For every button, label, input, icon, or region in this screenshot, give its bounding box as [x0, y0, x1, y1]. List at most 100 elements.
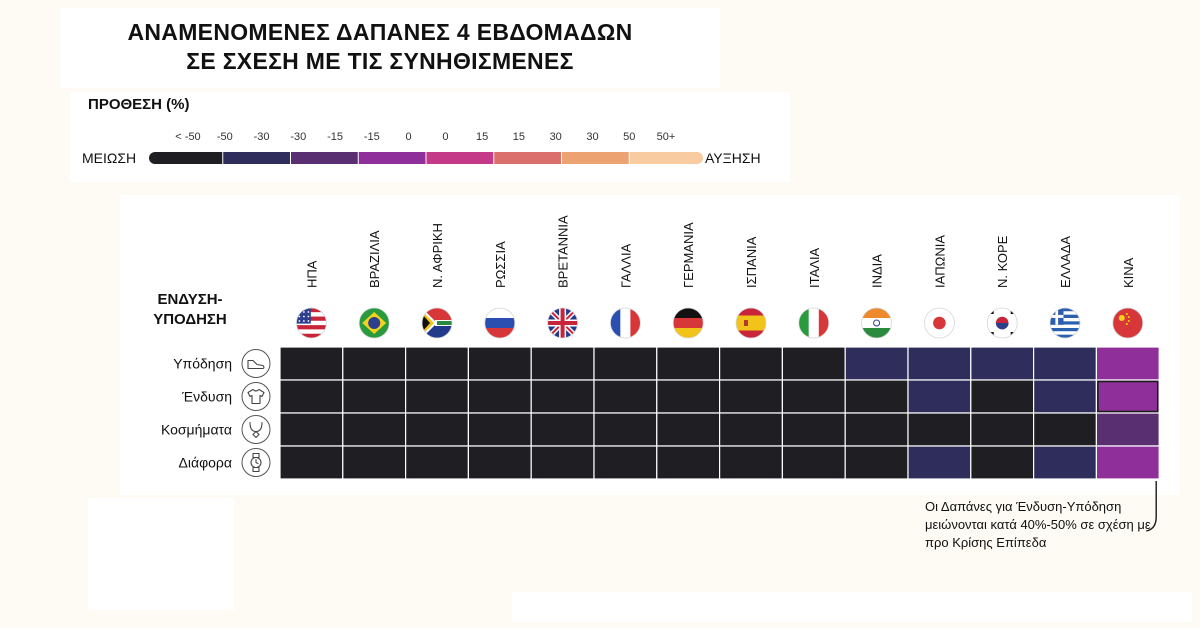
- flag-fr-icon: [610, 307, 641, 339]
- heatmap-cell: [530, 445, 595, 480]
- heatmap-cell: [844, 379, 909, 414]
- legend-tick-label: -30: [290, 131, 306, 143]
- heatmap-cell: [970, 412, 1035, 447]
- heatmap-cell: [907, 346, 972, 381]
- flag-us-icon: [295, 307, 327, 339]
- heatmap-cell: [718, 445, 783, 480]
- legend-bin: [561, 152, 630, 164]
- column-label: ΙΤΑΛΙΑ: [807, 247, 822, 288]
- chart-title-line-2: ΣΕ ΣΧΕΣΗ ΜΕ ΤΙΣ ΣΥΝΗΘΙΣΜΕΝΕΣ: [186, 48, 574, 74]
- row-label: Υπόδηση: [173, 356, 232, 372]
- heatmap-cell: [718, 346, 783, 381]
- legend-bin: [426, 152, 495, 164]
- heatmap-cell: [781, 445, 846, 480]
- legend-tick-label: -30: [254, 131, 270, 143]
- flag-kr-icon: [986, 307, 1018, 339]
- heatmap-cell: [530, 412, 595, 447]
- legend-tick-label: 15: [513, 131, 525, 143]
- legend-tick-label: 30: [550, 131, 562, 143]
- footer-panel-left: [88, 498, 234, 610]
- heatmap-cell: [279, 412, 344, 447]
- heatmap-cell: [593, 445, 658, 480]
- heatmap-cell: [405, 379, 470, 414]
- heatmap-cell: [1032, 379, 1097, 414]
- row-label: Κοσμήματα: [161, 422, 232, 438]
- chart-title-line-1: ΑΝΑΜΕΝΟΜΕΝΕΣ ΔΑΠΑΝΕΣ 4 ΕΒΔΟΜΑΔΩΝ: [127, 19, 633, 45]
- heatmap-cell: [279, 445, 344, 480]
- column-label: ΒΡΑΖΙΛΙΑ: [367, 230, 382, 288]
- heatmap-cell: [970, 445, 1035, 480]
- heatmap-cell: [593, 346, 658, 381]
- column-label: ΙΣΠΑΝΙΑ: [744, 236, 759, 288]
- category-heading: ΕΝΔΥΣΗ- ΥΠΟΔΗΣΗ: [130, 290, 250, 330]
- heatmap-cell: [844, 346, 909, 381]
- legend-bin: [358, 152, 427, 164]
- flag-za-icon: [421, 307, 453, 339]
- heatmap-cell: [467, 412, 532, 447]
- heatmap-cell: [1095, 412, 1160, 447]
- heatmap-cell: [718, 412, 783, 447]
- legend-tick-label: 0: [442, 131, 448, 143]
- row-label: Διάφορα: [179, 455, 232, 471]
- column-label: ΚΙΝΑ: [1121, 257, 1136, 288]
- heatmap-cell: [1095, 346, 1160, 381]
- color-legend: ΜΕΙΩΣΗ ΑΥΞΗΣΗ < -50 -50 -30 -30 -15 -15 0 0 15 15 30…: [82, 131, 761, 166]
- chart-title: ΑΝΑΜΕΝΟΜΕΝΕΣ ΔΑΠΑΝΕΣ 4 ΕΒΔΟΜΑΔΩΝ ΣΕ ΣΧΕΣ…: [60, 18, 700, 76]
- legend-tick-label: 15: [476, 131, 488, 143]
- heatmap-cell: [530, 379, 595, 414]
- legend-tick-label: < -50: [175, 131, 200, 143]
- heatmap-cell: [781, 346, 846, 381]
- column-label: ΙΑΠΩΝΙΑ: [932, 235, 947, 288]
- heatmap-cell: [656, 379, 721, 414]
- legend-bin: [155, 152, 224, 164]
- legend-tick-label: 30: [586, 131, 598, 143]
- flag-gr-icon: [1049, 307, 1081, 339]
- heatmap-cell: [1095, 379, 1160, 414]
- heatmap-cell: [656, 412, 721, 447]
- legend-bin: [222, 152, 291, 164]
- column-label: ΓΑΛΛΙΑ: [618, 243, 633, 288]
- heatmap-cell: [781, 412, 846, 447]
- highlight-box: [1097, 380, 1159, 413]
- heatmap-cell: [970, 346, 1035, 381]
- heatmap-cell: [970, 379, 1035, 414]
- heatmap-cell: [467, 379, 532, 414]
- legend-tick-label: -15: [327, 131, 343, 143]
- heatmap-cell: [656, 346, 721, 381]
- legend-bin: [290, 152, 359, 164]
- legend-bin: [493, 152, 562, 164]
- heatmap-cell: [405, 445, 470, 480]
- column-label: Ν. ΚΟΡΕ: [995, 235, 1010, 288]
- legend-tick-label: 0: [406, 131, 412, 143]
- legend-left-label: ΜΕΙΩΣΗ: [82, 150, 136, 166]
- heatmap-cell: [593, 412, 658, 447]
- heatmap-cell: [530, 346, 595, 381]
- legend-panel: [70, 92, 790, 182]
- shirt-icon: [241, 382, 271, 411]
- legend-right-label: ΑΥΞΗΣΗ: [705, 150, 761, 166]
- category-heading-line-1: ΕΝΔΥΣΗ-: [157, 291, 223, 308]
- legend-tick-label: -50: [217, 131, 233, 143]
- shoe-icon: [241, 349, 271, 378]
- heatmap-cell: [781, 379, 846, 414]
- necklace-icon: [241, 415, 271, 444]
- column-label: ΗΠΑ: [304, 260, 319, 288]
- heatmap-cell: [279, 379, 344, 414]
- row-label: Ένδυση: [181, 389, 232, 405]
- legend-bin-cap: [149, 152, 161, 164]
- heatmap-cell: [342, 379, 407, 414]
- heatmap-cell: [718, 379, 783, 414]
- heatmap-cell: [593, 379, 658, 414]
- heatmap-cell: [844, 445, 909, 480]
- heatmap-cell: [279, 346, 344, 381]
- column-label: Ν. ΑΦΡΙΚΗ: [430, 223, 445, 288]
- heatmap-cell: [1032, 445, 1097, 480]
- column-label: ΕΛΛΑΔΑ: [1058, 236, 1073, 288]
- heatmap-cell: [1032, 412, 1097, 447]
- column-label: ΡΩΣΣΙΑ: [493, 241, 508, 288]
- heatmap-cell: [405, 346, 470, 381]
- heatmap-cell: [1095, 445, 1160, 480]
- flag-it-icon: [798, 307, 830, 339]
- heatmap-cell: [342, 346, 407, 381]
